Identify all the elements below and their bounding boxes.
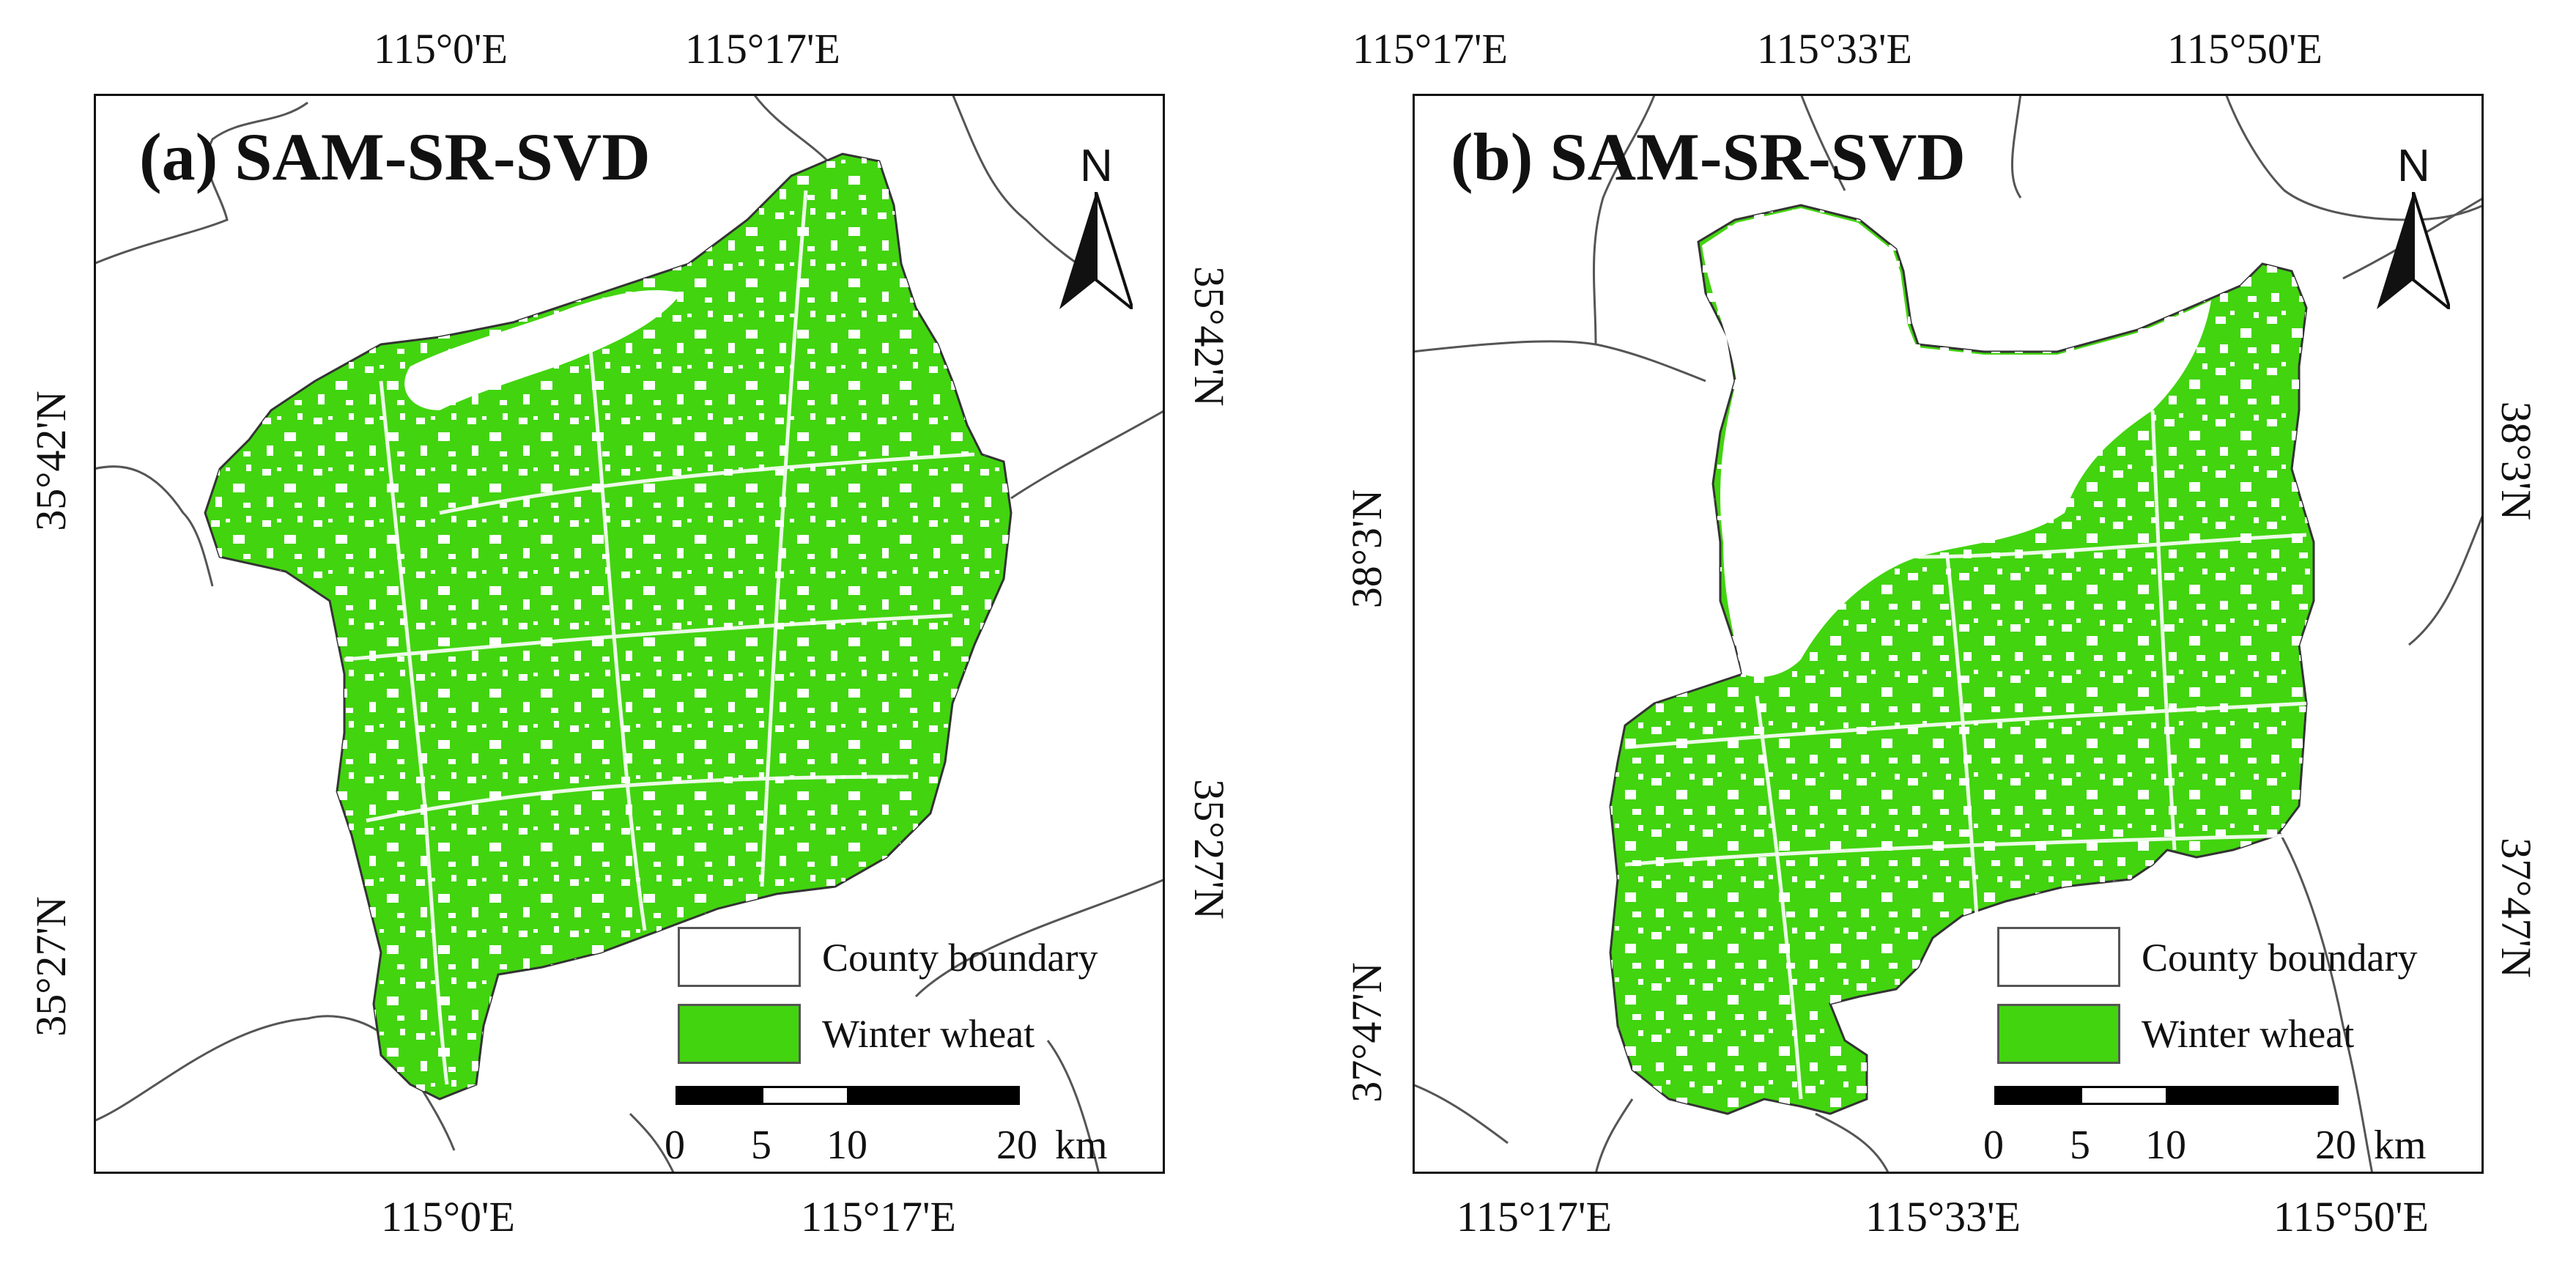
scale-label-b-10: 10 [2145,1123,2186,1168]
top-tick-a-1: 115°0'E [374,25,508,73]
map-frame-a [94,94,1165,1174]
left-tick-a-2: 35°27'N [27,896,75,1037]
bottom-tick-a-1: 115°0'E [381,1193,515,1240]
legend-label-wheat-a: Winter wheat [822,1012,1035,1056]
scale-label-a-20: 20 [996,1123,1037,1168]
legend-swatch-wheat-a [678,1004,801,1064]
bottom-tick-b-2: 115°33'E [1865,1193,2021,1240]
legend-label-boundary-b: County boundary [2142,936,2418,980]
scale-label-b-20: 20 [2315,1123,2356,1168]
map-frame-b [1413,94,2484,1174]
legend-swatch-wheat-b [1997,1004,2120,1064]
bottom-tick-b-3: 115°50'E [2273,1193,2429,1240]
map-canvas-a [94,94,1165,1174]
panel-title-a: (a) SAM-SR-SVD [139,119,651,194]
top-tick-a-2: 115°17'E [685,25,840,73]
legend-swatch-boundary-a [678,927,801,987]
scale-unit-a: km [1055,1123,1108,1168]
north-arrow-icon [1059,192,1133,309]
left-tick-b-1: 38°3'N [1343,489,1391,609]
top-tick-b-2: 115°33'E [1757,25,1912,73]
urban-area-a [404,290,681,410]
scale-label-a-0: 0 [665,1123,685,1168]
legend-swatch-boundary-b [1997,927,2120,987]
scale-label-b-0: 0 [1983,1123,2004,1168]
bottom-tick-b-1: 115°17'E [1457,1193,1612,1240]
scale-unit-b: km [2374,1123,2427,1168]
top-tick-b-3: 115°50'E [2167,25,2323,73]
right-tick-a-1: 35°42'N [1185,266,1233,407]
bottom-tick-a-2: 115°17'E [801,1193,956,1240]
scale-label-b-5: 5 [2070,1123,2090,1168]
scale-bar-a [676,1086,1020,1105]
roads-a [344,190,975,1085]
non-wheat-area-b [1702,208,2211,677]
right-tick-a-2: 35°27'N [1185,779,1233,920]
right-tick-b-2: 37°47'N [2492,837,2540,978]
map-panel-a: (a) SAM-SR-SVD 115°0'E 115°17'E 115°0'E … [27,25,1233,1240]
map-canvas-b [1413,94,2484,1174]
legend-label-wheat-b: Winter wheat [2142,1012,2355,1056]
right-tick-b-1: 38°3'N [2492,401,2540,521]
panel-title-b: (b) SAM-SR-SVD [1451,119,1966,194]
scale-label-a-10: 10 [826,1123,867,1168]
scale-bar-b [1994,1086,2339,1105]
north-arrow-icon [2377,192,2450,309]
neighbor-boundaries-b [1413,94,2484,1174]
roads-b [1624,410,2307,1100]
north-label-b: N [2397,141,2430,191]
map-panel-b: (b) SAM-SR-SVD 115°17'E 115°33'E 115°50'… [1288,0,2576,1272]
legend-label-boundary-a: County boundary [822,936,1098,980]
top-tick-b-1: 115°17'E [1352,25,1508,73]
north-label-a: N [1080,141,1113,191]
left-tick-b-2: 37°47'N [1343,962,1391,1103]
left-tick-a-1: 35°42'N [27,391,75,531]
scale-label-a-5: 5 [751,1123,771,1168]
